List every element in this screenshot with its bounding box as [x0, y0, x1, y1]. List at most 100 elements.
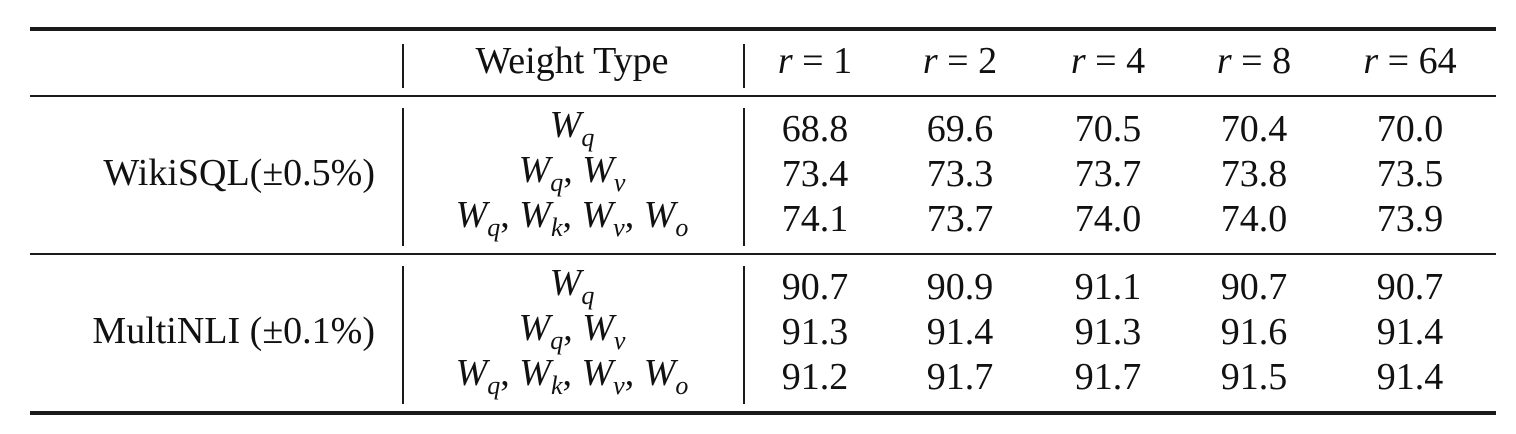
weight-symbol: W: [518, 307, 551, 349]
value-cell: 90.7: [1220, 266, 1288, 308]
weight-type-cell: Wq, Wv: [518, 305, 626, 354]
comma: ,: [562, 194, 582, 236]
rank-variable: r: [1216, 40, 1232, 82]
weight-subscript: v: [613, 213, 625, 242]
rank-variable: r: [777, 40, 793, 82]
comma: ,: [624, 194, 644, 236]
weight-symbol: W: [581, 352, 614, 394]
comma: ,: [562, 352, 582, 394]
equals-sign: =: [1378, 40, 1419, 82]
weight-subscript: q: [550, 168, 564, 197]
weight-type-cell: Wq, Wk, Wv, Wo: [455, 192, 689, 241]
group-divider-right-1: [743, 266, 745, 404]
value-cell: 90.7: [781, 266, 849, 308]
group-label: WikiSQL(±0.5%): [103, 152, 375, 194]
rank-header-64: r = 64: [1363, 38, 1456, 84]
value-cell: 91.5: [1220, 356, 1288, 398]
weight-subscript: o: [675, 371, 689, 400]
weight-subscript: v: [613, 168, 626, 197]
value-cell: 74.0: [1220, 198, 1288, 240]
weight-type-cell: Wq: [549, 260, 595, 309]
rank-value: 4: [1126, 40, 1146, 82]
rank-header-1: r = 1: [778, 38, 852, 84]
comma: ,: [624, 352, 644, 394]
weight-subscript: q: [487, 213, 501, 242]
weight-symbol: W: [519, 194, 551, 236]
value-cell: 73.5: [1376, 153, 1444, 195]
value-cell: 74.1: [781, 198, 849, 240]
weight-symbol: W: [549, 104, 582, 146]
equals-sign: =: [1231, 40, 1273, 82]
value-cell: 91.3: [781, 311, 849, 353]
header-rule: [30, 95, 1496, 97]
equals-sign: =: [1085, 40, 1127, 82]
rank-header-4: r = 4: [1071, 38, 1145, 84]
group-separator-rule: [30, 253, 1496, 255]
weight-subscript: q: [581, 123, 595, 152]
comma: ,: [500, 352, 520, 394]
value-cell: 70.0: [1376, 108, 1444, 150]
weight-symbol: W: [518, 149, 551, 191]
weight-subscript: q: [581, 281, 595, 310]
weight-symbol: W: [455, 352, 488, 394]
weight-subscript: o: [675, 213, 689, 242]
value-cell: 90.7: [1376, 266, 1444, 308]
header-divider-right: [743, 44, 745, 88]
equals-sign: =: [937, 40, 979, 82]
weight-subscript: v: [613, 371, 625, 400]
weight-subscript: v: [613, 326, 626, 355]
value-cell: 91.3: [1074, 311, 1142, 353]
weight-symbol: W: [643, 194, 676, 236]
group-divider-left-1: [402, 266, 404, 404]
bottom-rule: [30, 411, 1496, 415]
group-label: MultiNLI (±0.1%): [92, 310, 375, 352]
weight-symbol: W: [519, 352, 551, 394]
weight-symbol: W: [549, 262, 582, 304]
weight-subscript: q: [550, 326, 564, 355]
value-cell: 91.1: [1074, 266, 1142, 308]
value-cell: 73.4: [781, 153, 849, 195]
value-cell: 91.7: [1074, 356, 1142, 398]
value-cell: 91.7: [926, 356, 994, 398]
weight-type-cell: Wq, Wv: [518, 147, 626, 196]
weight-subscript: q: [487, 371, 501, 400]
value-cell: 91.2: [781, 356, 849, 398]
group-divider-left-0: [402, 108, 404, 246]
value-cell: 73.9: [1376, 198, 1444, 240]
comma: ,: [563, 307, 583, 349]
value-cell: 91.4: [1376, 356, 1444, 398]
top-rule: [30, 27, 1496, 31]
comma: ,: [563, 149, 583, 191]
rank-value: 64: [1418, 40, 1457, 82]
weight-symbol: W: [643, 352, 676, 394]
weight-subscript: k: [550, 213, 563, 242]
comma: ,: [500, 194, 520, 236]
header-divider-left: [402, 44, 404, 88]
rank-value: 2: [978, 40, 998, 82]
weight-symbol: W: [582, 307, 614, 349]
rank-header-2: r = 2: [923, 38, 997, 84]
value-cell: 91.6: [1220, 311, 1288, 353]
value-cell: 73.7: [1074, 153, 1142, 195]
weight-symbol: W: [455, 194, 488, 236]
value-cell: 73.7: [926, 198, 994, 240]
rank-value: 1: [833, 40, 853, 82]
value-cell: 90.9: [926, 266, 994, 308]
rank-header-8: r = 8: [1217, 38, 1291, 84]
weight-subscript: k: [550, 371, 563, 400]
value-cell: 91.4: [1376, 311, 1444, 353]
equals-sign: =: [792, 40, 834, 82]
weight-type-header: Weight Type: [475, 40, 669, 82]
value-cell: 70.4: [1220, 108, 1288, 150]
group-divider-right-0: [743, 108, 745, 246]
value-cell: 68.8: [781, 108, 849, 150]
value-cell: 74.0: [1074, 198, 1142, 240]
weight-type-cell: Wq, Wk, Wv, Wo: [455, 350, 689, 399]
value-cell: 70.5: [1074, 108, 1142, 150]
rank-variable: r: [1363, 40, 1379, 82]
rank-value: 8: [1272, 40, 1292, 82]
weight-symbol: W: [582, 149, 614, 191]
weight-symbol: W: [581, 194, 614, 236]
value-cell: 69.6: [926, 108, 994, 150]
rank-variable: r: [1070, 40, 1086, 82]
